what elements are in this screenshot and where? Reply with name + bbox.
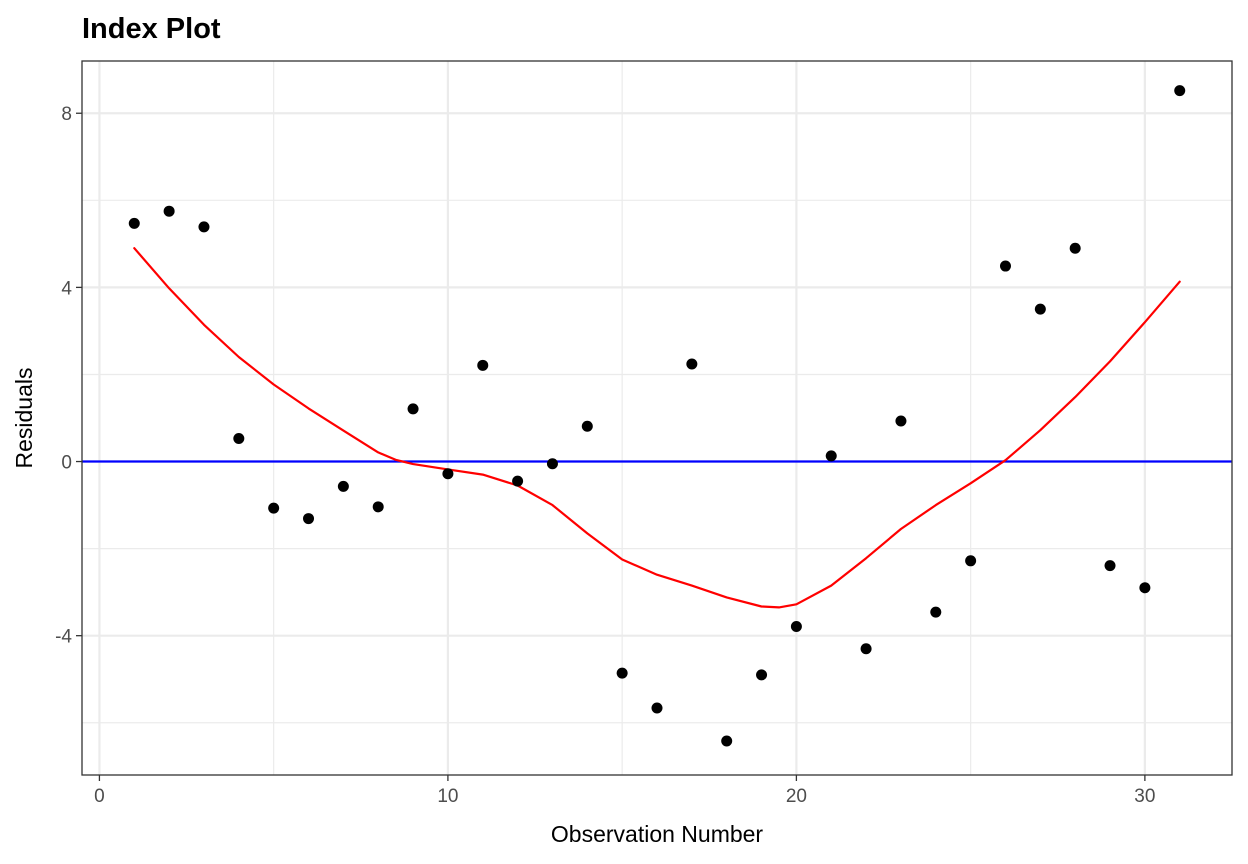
y-axis-title: Residuals bbox=[11, 368, 37, 469]
data-point-5 bbox=[268, 502, 280, 514]
data-point-31 bbox=[1174, 85, 1186, 97]
chart-title: Index Plot bbox=[82, 13, 221, 45]
data-point-16 bbox=[651, 702, 663, 714]
data-point-2 bbox=[163, 205, 175, 217]
minor-gridlines bbox=[82, 61, 1232, 775]
panel-border bbox=[81, 60, 1233, 776]
data-point-12 bbox=[512, 475, 524, 487]
data-point-14 bbox=[581, 420, 593, 432]
data-point-20 bbox=[790, 621, 802, 633]
data-point-15 bbox=[616, 667, 628, 679]
smooth-line-layer bbox=[133, 247, 1181, 609]
y-tick-label-0: -4 bbox=[55, 627, 72, 648]
points-layer bbox=[128, 85, 1186, 747]
y-tick-label-2: 4 bbox=[61, 278, 72, 299]
data-point-17 bbox=[686, 358, 698, 370]
data-point-29 bbox=[1104, 560, 1116, 572]
data-point-8 bbox=[372, 501, 384, 513]
data-point-24 bbox=[930, 606, 942, 618]
data-point-11 bbox=[477, 359, 489, 371]
panel-background bbox=[82, 61, 1232, 775]
data-point-10 bbox=[442, 468, 454, 480]
x-axis-title: Observation Number bbox=[551, 821, 764, 847]
data-point-13 bbox=[546, 458, 558, 470]
data-point-21 bbox=[825, 450, 837, 462]
x-tick-label-3: 30 bbox=[1134, 786, 1155, 807]
data-point-18 bbox=[721, 735, 733, 747]
data-point-1 bbox=[128, 217, 140, 229]
x-tick-label-2: 20 bbox=[786, 786, 807, 807]
data-point-28 bbox=[1069, 242, 1081, 254]
plot-panel bbox=[81, 60, 1233, 776]
y-tick-label-1: 0 bbox=[61, 453, 72, 474]
x-tick-label-0: 0 bbox=[94, 786, 105, 807]
x-tick-label-1: 10 bbox=[437, 786, 458, 807]
smooth-trend-line bbox=[133, 247, 1181, 609]
y-tick-label-3: 8 bbox=[61, 104, 72, 125]
data-point-4 bbox=[233, 432, 245, 444]
data-point-27 bbox=[1034, 303, 1046, 315]
data-point-23 bbox=[895, 415, 907, 427]
data-point-3 bbox=[198, 221, 210, 233]
data-point-9 bbox=[407, 403, 419, 415]
data-point-7 bbox=[337, 480, 349, 492]
data-point-22 bbox=[860, 643, 872, 655]
y-axis: -4 0 4 8 bbox=[55, 104, 82, 648]
data-point-25 bbox=[965, 555, 977, 567]
data-point-19 bbox=[756, 669, 768, 681]
data-point-26 bbox=[999, 260, 1011, 272]
data-point-30 bbox=[1139, 582, 1151, 594]
data-point-6 bbox=[303, 513, 315, 525]
x-axis: 0 10 20 30 bbox=[94, 775, 1155, 807]
